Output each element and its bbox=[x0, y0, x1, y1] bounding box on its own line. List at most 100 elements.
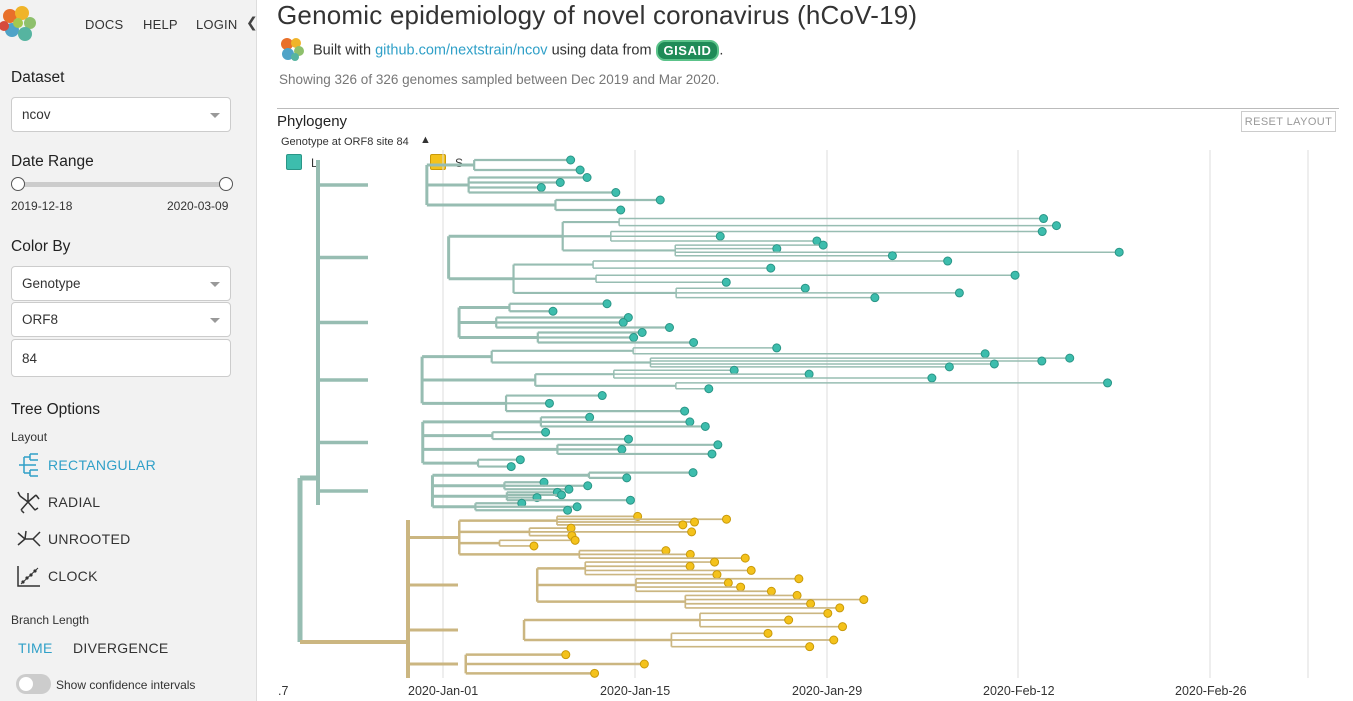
date-range-slider[interactable] bbox=[18, 182, 226, 187]
built-suffix: . bbox=[719, 42, 724, 59]
tree-tip bbox=[566, 155, 576, 165]
tree-tip bbox=[1037, 227, 1047, 237]
tree-tip bbox=[689, 338, 699, 347]
tree-tip bbox=[544, 398, 554, 408]
tree-tip bbox=[1051, 221, 1061, 231]
tree-tip bbox=[715, 231, 725, 241]
tree-tip bbox=[1114, 247, 1124, 257]
tree-tip bbox=[625, 495, 635, 505]
built-with-line: Built with github.com/nextstrain/ncov us… bbox=[313, 40, 723, 61]
tree-tip bbox=[585, 412, 595, 422]
collapse-sidebar-icon[interactable]: ❮ bbox=[246, 14, 258, 30]
tree-tip bbox=[1103, 378, 1113, 388]
x-tick-label: .7 bbox=[278, 684, 289, 698]
color-by-select[interactable]: Genotype bbox=[11, 266, 231, 301]
tree-tip bbox=[597, 391, 607, 401]
chevron-down-icon bbox=[210, 318, 220, 323]
tree-tip bbox=[623, 434, 633, 444]
main-panel: Genomic epidemiology of novel coronaviru… bbox=[258, 0, 1353, 701]
tree-tip bbox=[617, 444, 627, 454]
tree-tip bbox=[713, 440, 723, 450]
legend-label-S: S bbox=[455, 156, 464, 170]
tree-tip bbox=[794, 574, 804, 584]
color-by-heading: Color By bbox=[11, 238, 71, 255]
panel-divider bbox=[277, 108, 1339, 109]
built-prefix: Built with bbox=[313, 42, 376, 59]
position-input[interactable]: 84 bbox=[11, 339, 231, 377]
dataset-select[interactable]: ncov bbox=[11, 97, 231, 132]
tree-tip bbox=[655, 195, 665, 205]
tree-tip bbox=[690, 517, 700, 527]
tree-tip bbox=[616, 205, 626, 215]
phylogeny-tree[interactable] bbox=[258, 0, 1353, 701]
chevron-down-icon bbox=[210, 282, 220, 287]
reset-layout-button[interactable]: RESET LAYOUT bbox=[1241, 111, 1336, 132]
tree-tip bbox=[746, 565, 756, 575]
tree-tip bbox=[582, 173, 592, 182]
confidence-intervals-toggle[interactable] bbox=[16, 674, 51, 694]
tree-options-heading: Tree Options bbox=[11, 401, 101, 418]
tree-tip bbox=[704, 384, 714, 394]
tree-tip bbox=[639, 659, 649, 669]
confidence-intervals-label: Show confidence intervals bbox=[56, 678, 196, 692]
tree-tip bbox=[622, 473, 632, 483]
x-tick-label: 2020-Jan-01 bbox=[408, 684, 479, 698]
color-by-value: Genotype bbox=[22, 276, 81, 291]
tree-tip bbox=[712, 570, 722, 580]
tree-tip bbox=[722, 514, 732, 524]
legend-label-L: L bbox=[311, 156, 318, 170]
tree-tip bbox=[804, 369, 814, 379]
layout-unrooted-label: UNROOTED bbox=[48, 531, 131, 547]
branch-length-divergence-button[interactable]: DIVERGENCE bbox=[73, 640, 169, 656]
tree-tip bbox=[637, 328, 647, 337]
dataset-heading: Dataset bbox=[11, 69, 65, 86]
nextstrain-logo-icon bbox=[281, 38, 304, 61]
gene-value: ORF8 bbox=[22, 312, 59, 327]
tree-tip bbox=[1039, 214, 1049, 224]
date-start-handle[interactable] bbox=[11, 177, 25, 191]
tree-tip bbox=[870, 293, 880, 303]
tree-tip bbox=[859, 595, 869, 605]
docs-link[interactable]: DOCS bbox=[85, 17, 124, 32]
tree-tip bbox=[687, 527, 697, 537]
tree-tip bbox=[784, 615, 794, 625]
branch-length-label: Branch Length bbox=[11, 613, 90, 627]
tree-tip bbox=[611, 188, 621, 197]
tree-tip bbox=[629, 333, 639, 342]
x-tick-label: 2020-Jan-15 bbox=[600, 684, 671, 698]
tree-tip bbox=[887, 251, 897, 261]
github-link[interactable]: github.com/nextstrain/ncov bbox=[375, 42, 548, 59]
built-mid: using data from bbox=[547, 42, 656, 59]
tree-tip bbox=[823, 608, 833, 618]
tree-tip bbox=[805, 642, 815, 652]
phylogeny-title: Phylogeny bbox=[277, 113, 348, 130]
tree-tip bbox=[680, 406, 690, 416]
radial-layout-icon bbox=[17, 491, 40, 514]
tree-tip bbox=[575, 165, 585, 175]
gisaid-logo[interactable]: GISAID bbox=[655, 40, 720, 61]
tree-tip bbox=[792, 590, 802, 600]
legend-collapse-icon[interactable]: ▲ bbox=[420, 134, 431, 146]
chevron-down-icon bbox=[210, 113, 220, 118]
tree-tip bbox=[685, 417, 695, 427]
tree-tip bbox=[800, 283, 810, 293]
rectangular-layout-icon bbox=[19, 453, 38, 477]
tree-tip bbox=[829, 635, 839, 645]
tree-tip bbox=[664, 323, 674, 332]
tree-tip bbox=[740, 553, 750, 563]
unrooted-layout-icon bbox=[17, 530, 41, 547]
login-link[interactable]: LOGIN bbox=[196, 17, 238, 32]
legend-title: Genotype at ORF8 site 84 bbox=[281, 136, 409, 148]
layout-rectangular-label: RECTANGULAR bbox=[48, 457, 157, 473]
tree-tip bbox=[572, 502, 582, 512]
gene-select[interactable]: ORF8 bbox=[11, 302, 231, 337]
tree-tip bbox=[529, 541, 539, 551]
help-link[interactable]: HELP bbox=[143, 17, 178, 32]
x-tick-label: 2020-Feb-12 bbox=[983, 684, 1055, 698]
date-end-handle[interactable] bbox=[219, 177, 233, 191]
tree-tip bbox=[723, 578, 733, 588]
position-value: 84 bbox=[22, 351, 38, 366]
branch-length-time-button[interactable]: TIME bbox=[18, 640, 53, 656]
nextstrain-logo-icon[interactable] bbox=[0, 4, 38, 44]
legend-swatch-L[interactable] bbox=[286, 154, 302, 170]
